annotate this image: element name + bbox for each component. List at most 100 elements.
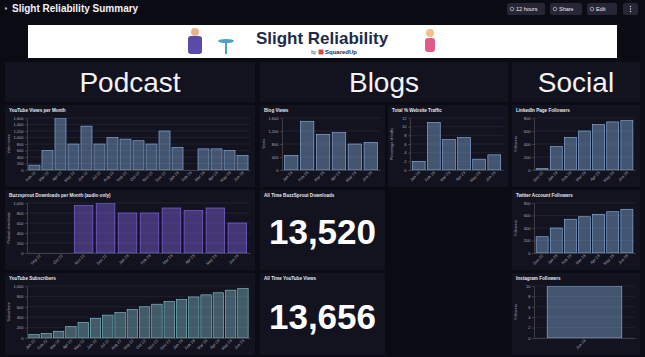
tick-mark: [532, 253, 534, 254]
tick-label: 400: [17, 155, 24, 160]
bar: [140, 213, 159, 253]
tick-label: Feb 22: [36, 338, 49, 351]
tick-label: Jan 23: [409, 170, 422, 183]
tick-mark: [532, 157, 534, 158]
tick-label: Jun 23: [485, 170, 498, 183]
tick-mark: [280, 118, 282, 119]
tick-label: Dec 22: [95, 253, 108, 266]
tick-label: Dec 22: [159, 338, 172, 351]
bar: [607, 122, 619, 170]
x-tick: Jan 23: [281, 170, 294, 183]
plot: 02004006008001,000Sep 22Oct 22Nov 22Dec …: [13, 201, 250, 266]
axis-line: [535, 170, 636, 171]
x-tick: Jan 23: [168, 170, 181, 183]
button-label[interactable]: Share: [559, 6, 574, 12]
axis-line: [410, 119, 411, 171]
plot: 0246810Jun 23: [526, 284, 635, 350]
tick-label: Mar 22: [49, 338, 62, 351]
x-axis: Jan 23Feb 23Mar 23Apr 23May 23Jun 23: [281, 170, 380, 183]
x-tick: May 23: [602, 253, 615, 266]
tile-bg: [512, 105, 640, 187]
tick-label: Jan 23: [118, 253, 131, 266]
tick-label: Dec 22: [532, 170, 545, 183]
bars: [29, 289, 248, 338]
bar: [206, 208, 225, 253]
tick-mark: [532, 241, 534, 242]
y-tick: 1,200: [13, 129, 27, 134]
button-label[interactable]: 12 hours: [516, 6, 538, 12]
y-tick: 400: [17, 155, 27, 160]
axis-title: Followers: [514, 136, 518, 152]
tick-label: 800: [272, 142, 279, 147]
plot: 02004006008001,000Jan 22Feb 22Mar 22Apr …: [13, 284, 250, 351]
y-tick: 600: [524, 129, 534, 134]
figure-left: [188, 36, 202, 54]
figure-table-leg: [225, 42, 227, 54]
x-tick: Feb 23: [297, 170, 310, 183]
figure-right: [425, 38, 435, 52]
tick-label: 0: [21, 251, 24, 256]
tick-label: Jun 23: [361, 170, 374, 183]
y-tick: 1,000: [13, 135, 27, 140]
tick-label: 1,000: [13, 284, 24, 289]
tick-label: Feb 23: [184, 338, 197, 351]
x-tick: Nov 22: [73, 253, 86, 266]
y-tick: 1,600: [268, 116, 282, 121]
tick-mark: [532, 118, 534, 119]
x-tick: Jun 23: [575, 338, 588, 351]
menu-button[interactable]: [623, 3, 638, 15]
x-tick: Jul 22: [91, 170, 103, 182]
tick-label: May 23: [219, 170, 232, 183]
tick-mark: [25, 233, 27, 234]
tick-label: 800: [17, 142, 24, 147]
grid: [410, 118, 503, 170]
tick-mark: [25, 125, 27, 126]
y-tick: 600: [17, 305, 27, 310]
bar: [29, 165, 40, 170]
chart-tile: YouTube Views per Month02004006008001,00…: [5, 105, 255, 187]
x-tick: Mar 23: [574, 253, 587, 266]
tick-mark: [25, 296, 27, 297]
bar: [81, 126, 92, 170]
x-tick: May 23: [602, 170, 615, 183]
tick-label: Mar 22: [37, 170, 50, 183]
menu-bg[interactable]: [623, 3, 638, 15]
tick-label: Jun 23: [617, 170, 630, 183]
tick-label: Feb 23: [560, 253, 573, 266]
button-bg[interactable]: [550, 3, 582, 15]
tick-label: Oct 22: [135, 338, 147, 350]
bar: [316, 134, 330, 170]
y-tick: 800: [17, 211, 27, 216]
y-tick: 200: [524, 238, 534, 243]
button[interactable]: Share: [550, 3, 582, 15]
tick-label: Jun 23: [233, 338, 246, 351]
button-bg[interactable]: [507, 3, 545, 15]
tick-label: Nov 22: [73, 253, 86, 266]
chart-title: YouTube Views per Month: [9, 108, 66, 113]
x-tick: Jun 23: [617, 170, 630, 183]
tick-label: May 23: [602, 170, 615, 183]
button[interactable]: Edit: [587, 3, 617, 15]
x-tick: Jan 23: [118, 253, 131, 266]
tick-label: 0: [404, 168, 407, 173]
y-tick: 8: [528, 294, 534, 299]
button-bg[interactable]: [587, 3, 617, 15]
x-tick: Oct 22: [135, 338, 147, 350]
bars: [412, 122, 500, 170]
tick-label: Apr 23: [207, 170, 219, 182]
axis-line: [282, 119, 283, 171]
x-tick: Mar 23: [196, 338, 209, 351]
grid-line: [410, 118, 503, 119]
tick-label: 200: [17, 325, 24, 330]
axis-line: [27, 287, 28, 339]
y-tick: 2: [404, 159, 410, 164]
x-tick: Aug 22: [110, 338, 123, 351]
button[interactable]: 12 hours: [507, 3, 545, 15]
y-tick: 400: [524, 226, 534, 231]
grid: [27, 286, 250, 338]
tick-mark: [280, 170, 282, 171]
button-label[interactable]: Edit: [596, 6, 606, 12]
x-tick: Apr 22: [51, 170, 63, 182]
bar: [139, 307, 149, 338]
tick-label: Apr 22: [61, 338, 73, 350]
